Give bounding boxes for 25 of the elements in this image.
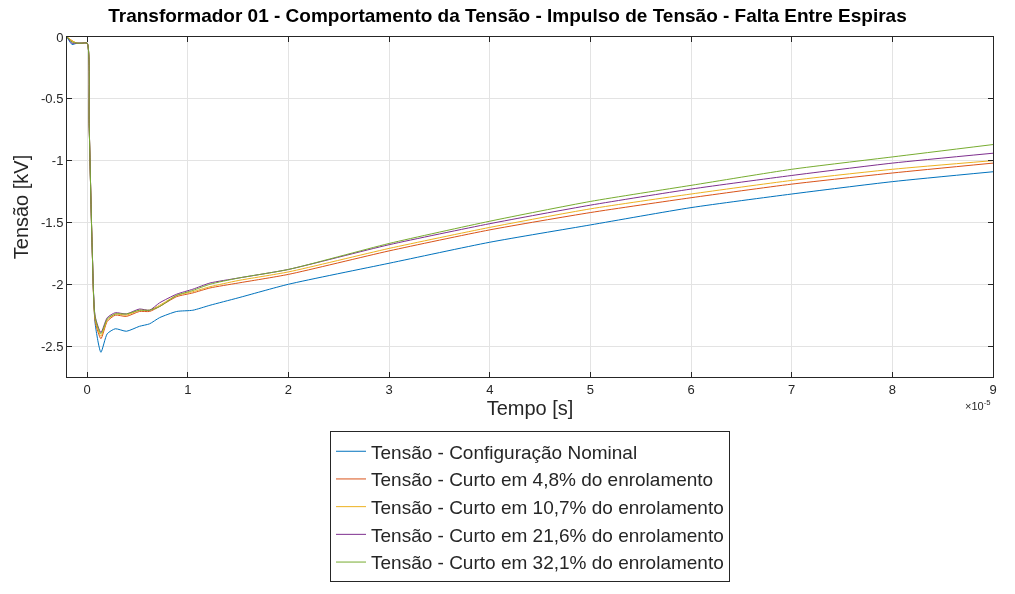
legend-label: Tensão - Configuração Nominal <box>371 441 638 463</box>
y-tick-label: -0.5 <box>40 91 64 107</box>
y-tick-label: -1 <box>51 153 64 169</box>
x-tick-label: 6 <box>687 381 695 397</box>
y-tick-label: -1.5 <box>40 215 64 230</box>
x-tick-label: 1 <box>184 381 192 397</box>
text: ×10$^{-5}$ <box>965 398 991 412</box>
x-tick-label: 9 <box>989 381 997 397</box>
x-tick-label: 5 <box>586 381 595 397</box>
x-tick-label: 0 <box>83 381 91 397</box>
y-tick-label: -2 <box>51 276 64 292</box>
y-tick-label: -2.5 <box>40 338 64 354</box>
legend-label: Tensão - Curto em 21,6% do enrolamento <box>371 524 724 546</box>
x-axis-title: Tempo [s] <box>486 396 574 419</box>
x-tick-label: 8 <box>888 381 896 397</box>
legend-label: Tensão - Curto em 4,8% do enrolamento <box>371 469 714 491</box>
x-tick-label: 4 <box>486 381 494 397</box>
y-axis-title: Tensão [kV] <box>10 154 33 260</box>
legend-label: Tensão - Curto em 32,1% do enrolamento <box>371 552 724 574</box>
legend-label: Tensão - Curto em 10,7% do enrolamento <box>371 497 724 519</box>
y-tick-label: 0 <box>56 29 64 45</box>
x-tick-label: 7 <box>788 381 796 397</box>
chart-title: Transformador 01 - Comportamento da Tensão - Impulso de Tensão - Falta Entre Espiras <box>108 5 907 27</box>
x-tick-label: 3 <box>385 381 393 397</box>
x-tick-label: 2 <box>284 381 293 397</box>
